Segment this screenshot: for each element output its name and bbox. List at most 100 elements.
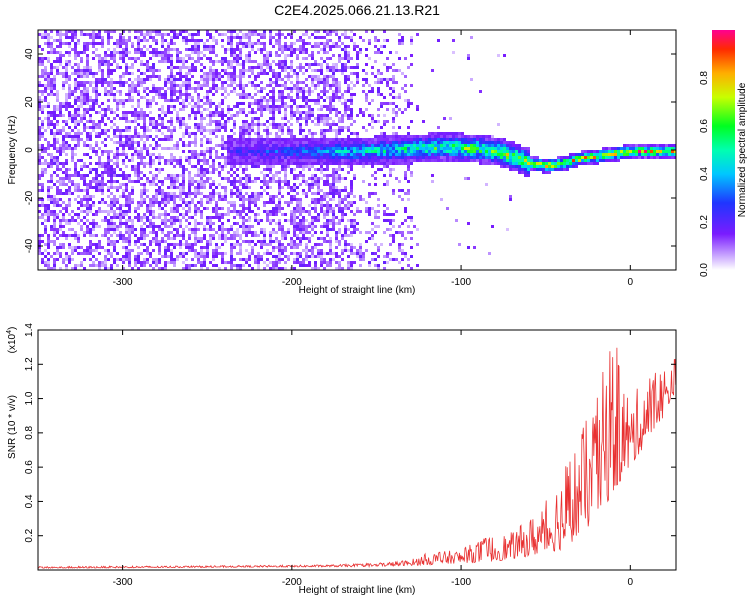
spectrogram-cell [164,261,167,264]
spectrogram-cell [335,108,338,111]
spectrogram-cell [242,141,245,144]
spectrogram-cell [233,246,236,249]
spectrogram-cell [278,180,281,183]
spectrogram-cell [80,174,83,177]
spectrogram-cell [167,246,170,249]
spectrogram-cell [158,108,161,111]
spectrogram-cell [89,231,92,234]
spectrogram-cell [257,261,260,264]
spectrogram-cell [101,174,104,177]
spectrogram-cell [107,72,110,75]
spectrogram-cell [155,75,158,78]
spectrogram-cell [317,153,320,156]
spectrogram-cell [233,48,236,51]
spectrogram-cell [305,225,308,228]
spectrogram-cell [293,243,296,246]
spectrogram-cell [167,138,170,141]
spectrogram-cell [344,102,347,105]
spectrogram-cell [314,162,317,165]
spectrogram-cell [209,33,212,36]
spectrogram-cell [212,63,215,66]
spectrogram-cell [41,99,44,102]
spectrogram-cell [209,240,212,243]
spectrogram-cell [209,261,212,264]
spectrogram-cell [200,192,203,195]
spectrogram-cell [197,162,200,165]
spectrogram-cell [188,135,191,138]
spectrogram-cell [221,60,224,63]
spectrogram-cell [233,138,236,141]
spectrogram-cell [197,228,200,231]
spectrogram-cell [302,258,305,261]
spectrogram-cell [47,126,50,129]
spectrogram-cell [80,90,83,93]
spectrogram-cell [260,72,263,75]
spectrogram-cell [107,156,110,159]
spectrogram-cell [92,45,95,48]
spectrogram-cell [197,108,200,111]
spectrogram-cell [200,204,203,207]
spectrogram-cell [236,63,239,66]
spectrogram-cell [341,177,344,180]
spectrogram-cell [155,126,158,129]
spectrogram-cell [212,78,215,81]
spectrogram-cell [146,69,149,72]
spectrogram-cell [299,237,302,240]
spectrogram-cell [284,231,287,234]
spectrogram-cell [89,207,92,210]
spectrogram-cell [260,195,263,198]
spectrogram-cell [299,171,302,174]
spectrogram-cell [179,60,182,63]
spectrogram-cell [236,54,239,57]
spectrogram-cell [101,75,104,78]
spectrogram-cell [257,144,260,147]
spectrogram-cell [323,183,326,186]
spectrogram-cell [155,216,158,219]
spectrogram-cell [254,132,257,135]
spectrogram-cell [212,147,215,150]
spectrogram-cell [50,51,53,54]
spectrogram-cell [194,111,197,114]
spectrogram-cell [119,231,122,234]
spectrogram-cell [176,111,179,114]
spectrogram-cell [107,195,110,198]
spectrogram-cell [221,258,224,261]
spectrogram-cell [77,186,80,189]
spectrogram-cell [206,228,209,231]
spectrogram-cell [311,159,314,162]
spectrogram-cell [311,147,314,150]
spectrogram-cell [65,144,68,147]
spectrogram-cell [245,129,248,132]
spectrogram-cell [368,195,371,198]
spectrogram-cell [131,189,134,192]
spectrogram-cell [179,78,182,81]
spectrogram-cells [38,30,676,270]
spectrogram-cell [53,156,56,159]
spectrogram-cell [152,63,155,66]
spectrogram-cell [332,66,335,69]
spectrogram-cell [188,171,191,174]
spectrogram-cell [323,144,326,147]
spectrogram-cell [239,234,242,237]
spectrogram-cell [323,105,326,108]
spectrogram-cell [368,231,371,234]
spectrogram-cell [38,102,41,105]
spectrogram-cell [44,90,47,93]
spectrogram-cell [329,69,332,72]
spectrogram-cell [47,180,50,183]
spectrogram-cell [92,108,95,111]
spectrogram-cell [248,264,251,267]
spectrogram-cell [347,204,350,207]
spectrogram-cell [140,78,143,81]
spectrogram-cell [98,210,101,213]
spectrogram-cell [362,147,365,150]
spectrogram-cell [155,147,158,150]
spectrogram-cell [140,261,143,264]
spectrogram-cell [251,117,254,120]
spectrogram-cell [197,93,200,96]
spectrogram-cell [38,162,41,165]
spectrogram-cell [125,63,128,66]
spectrogram-cell [323,45,326,48]
spectrogram-cell [77,234,80,237]
spectrogram-cell [209,129,212,132]
